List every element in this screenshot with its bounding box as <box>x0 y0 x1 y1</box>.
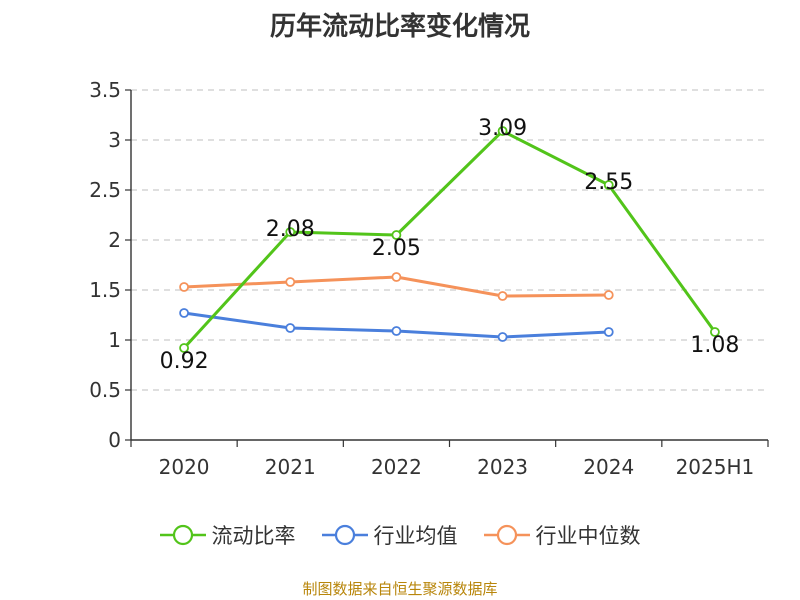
legend-item[interactable]: 行业中位数 <box>483 520 641 550</box>
data-label: 2.08 <box>266 217 315 242</box>
x-tick-label: 2023 <box>477 455 528 479</box>
data-point <box>285 227 296 237</box>
legend-item[interactable]: 行业均值 <box>321 520 458 550</box>
data-point <box>179 308 189 318</box>
data-label: 2.55 <box>584 170 633 195</box>
data-point <box>285 323 296 333</box>
data-point <box>391 326 402 336</box>
data-point <box>391 272 402 282</box>
data-point <box>497 291 508 301</box>
y-tick-label: 0.5 <box>89 378 121 402</box>
y-tick-label: 1.5 <box>89 278 121 302</box>
chart-title: 历年流动比率变化情况 <box>269 12 530 42</box>
series-lines <box>179 126 720 353</box>
y-tick-label: 3.5 <box>89 78 121 102</box>
grid-lines <box>131 89 768 391</box>
series-line-0 <box>182 129 717 350</box>
legend-label: 行业中位数 <box>535 524 641 548</box>
data-labels: 0.92 2.08 2.05 3.09 2.55 1.08 <box>160 116 740 374</box>
y-tick-label: 2 <box>108 228 121 252</box>
data-point <box>391 230 402 240</box>
data-label: 3.09 <box>478 116 527 141</box>
y-tick-label: 2.5 <box>89 178 121 202</box>
axes: 0 0.5 1 1.5 2 2.5 3 3.5 2020 2021 2022 2023 2024 2025… <box>89 78 769 479</box>
y-tick-label: 1 <box>108 328 121 352</box>
data-point <box>497 332 508 342</box>
x-tick-label: 2020 <box>159 455 210 479</box>
y-tick-label: 3 <box>108 128 121 152</box>
data-point <box>497 126 508 136</box>
legend-label: 行业均值 <box>373 524 458 548</box>
data-label: 1.08 <box>690 333 739 358</box>
data-point <box>285 277 296 287</box>
source-note: 制图数据来自恒生聚源数据库 <box>302 580 498 598</box>
legend: 流动比率 行业均值 行业中位数 <box>0 520 800 550</box>
legend-label: 流动比率 <box>211 524 296 548</box>
data-point <box>603 290 614 300</box>
y-tick-label: 0 <box>108 428 121 452</box>
x-tick-label: 2024 <box>583 455 634 479</box>
data-point <box>179 282 189 292</box>
legend-swatch <box>483 524 530 546</box>
data-point <box>603 180 614 190</box>
x-tick-label: 2021 <box>265 455 316 479</box>
x-tick-label: 2025H1 <box>676 455 755 479</box>
data-label: 2.05 <box>372 236 421 261</box>
legend-swatch <box>159 524 206 546</box>
data-point <box>179 343 189 353</box>
data-point <box>710 327 720 337</box>
legend-swatch <box>321 524 368 546</box>
data-label: 0.92 <box>160 349 209 374</box>
data-point <box>603 327 614 337</box>
legend-item[interactable]: 流动比率 <box>159 520 296 550</box>
x-tick-label: 2022 <box>371 455 422 479</box>
